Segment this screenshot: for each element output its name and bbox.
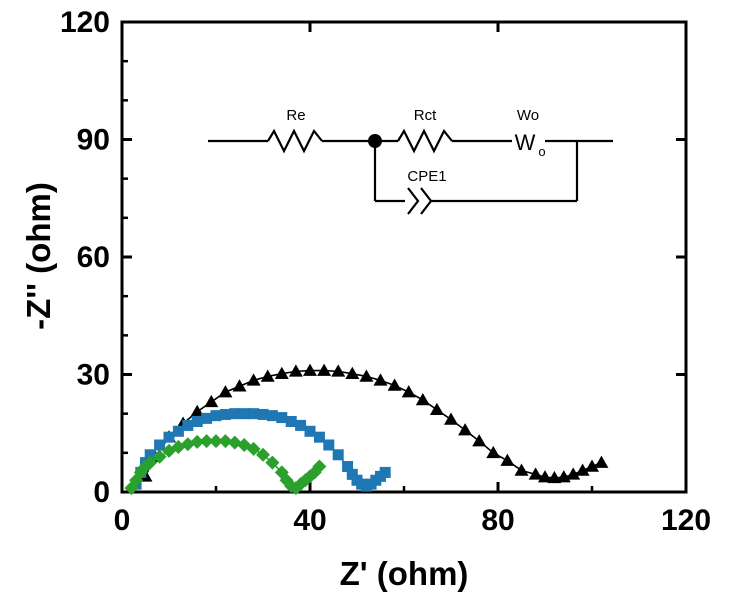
data-point-square bbox=[379, 466, 391, 478]
data-point-triangle bbox=[317, 363, 332, 376]
data-point-square bbox=[295, 419, 307, 431]
cpe-element-right bbox=[420, 187, 433, 215]
data-point-triangle bbox=[458, 423, 473, 436]
series-layer bbox=[124, 363, 609, 496]
data-point-square bbox=[201, 412, 213, 424]
data-point-square bbox=[163, 431, 175, 443]
data-point-diamond bbox=[180, 437, 195, 452]
data-point-triangle bbox=[260, 369, 275, 382]
data-point-square bbox=[346, 468, 358, 480]
circuit-wires bbox=[208, 128, 613, 215]
data-point-square bbox=[257, 408, 269, 420]
data-point-triangle bbox=[204, 394, 219, 408]
data-point-square bbox=[285, 416, 297, 427]
data-point-square bbox=[219, 408, 231, 420]
data-point-square bbox=[191, 416, 203, 427]
data-point-triangle bbox=[429, 402, 444, 415]
data-point-square bbox=[229, 408, 241, 420]
data-point-triangle bbox=[538, 470, 552, 483]
re-label: Re bbox=[286, 107, 305, 124]
y-tick-label: 90 bbox=[77, 124, 110, 157]
data-point-diamond bbox=[218, 434, 233, 449]
x-tick-label: 0 bbox=[114, 504, 131, 537]
data-point-triangle bbox=[373, 373, 388, 386]
data-point-triangle bbox=[359, 369, 374, 382]
data-point-triangle bbox=[218, 385, 233, 398]
data-point-triangle bbox=[547, 470, 562, 484]
data-point-diamond bbox=[256, 447, 270, 462]
data-point-square bbox=[266, 410, 278, 422]
data-point-triangle bbox=[303, 363, 317, 376]
warburg-symbol: W bbox=[515, 130, 536, 155]
data-point-triangle bbox=[246, 373, 261, 386]
data-point-square bbox=[172, 425, 184, 437]
data-point-diamond bbox=[312, 459, 327, 474]
wo-label: Wo bbox=[517, 107, 539, 124]
data-point-triangle bbox=[514, 463, 529, 476]
plot-axes: 0 40 80 120 0 30 60 90 120 bbox=[60, 6, 711, 537]
cpe-element-left bbox=[407, 187, 420, 215]
data-point-triangle bbox=[401, 385, 416, 398]
data-point-square bbox=[144, 449, 156, 461]
data-point-triangle bbox=[528, 467, 543, 480]
data-point-triangle bbox=[387, 378, 402, 391]
y-tick-label: 120 bbox=[60, 6, 110, 39]
data-point-square bbox=[323, 439, 335, 451]
y-axis-title: -Z'' (ohm) bbox=[20, 182, 57, 330]
data-point-triangle bbox=[486, 445, 501, 459]
data-point-square bbox=[313, 431, 325, 443]
x-tick-label: 120 bbox=[661, 504, 711, 537]
data-point-square bbox=[182, 419, 194, 431]
series-triangle bbox=[138, 363, 609, 484]
data-point-diamond bbox=[246, 441, 261, 456]
circuit-node bbox=[368, 134, 382, 148]
data-point-triangle bbox=[331, 364, 346, 377]
data-point-diamond bbox=[199, 434, 214, 449]
data-point-square bbox=[154, 439, 166, 451]
data-point-diamond bbox=[209, 434, 223, 449]
y-tick-label: 60 bbox=[77, 241, 110, 274]
x-axis-title: Z' (ohm) bbox=[340, 555, 469, 592]
data-point-diamond bbox=[143, 455, 158, 470]
rct-resistor-zigzag bbox=[397, 128, 453, 154]
data-point-square bbox=[304, 425, 316, 437]
data-point-square bbox=[276, 412, 288, 424]
rct-label: Rct bbox=[414, 107, 437, 124]
data-point-triangle bbox=[274, 366, 289, 379]
data-point-square bbox=[342, 461, 354, 473]
x-tick-label: 80 bbox=[481, 504, 514, 537]
data-point-triangle bbox=[415, 392, 430, 406]
data-point-triangle bbox=[566, 467, 581, 480]
data-point-square bbox=[332, 449, 344, 461]
equivalent-circuit-inset: Re Rct Wo W o CPE1 bbox=[208, 107, 613, 215]
data-point-triangle bbox=[288, 364, 303, 377]
data-point-triangle bbox=[500, 453, 515, 466]
data-point-diamond bbox=[227, 435, 242, 450]
x-tick-label: 40 bbox=[293, 504, 326, 537]
y-tick-label: 30 bbox=[77, 359, 110, 392]
data-point-triangle bbox=[444, 412, 458, 425]
data-point-square bbox=[238, 408, 250, 420]
data-point-triangle bbox=[472, 434, 487, 447]
data-point-triangle bbox=[232, 379, 247, 392]
re-resistor-zigzag bbox=[267, 128, 323, 154]
cpe1-label: CPE1 bbox=[407, 168, 446, 185]
data-point-triangle bbox=[594, 455, 609, 468]
data-point-square bbox=[210, 410, 222, 422]
warburg-subscript: o bbox=[538, 144, 545, 159]
data-point-diamond bbox=[190, 434, 205, 449]
data-point-triangle bbox=[190, 404, 205, 417]
series-diamond bbox=[124, 434, 327, 496]
data-point-square bbox=[248, 408, 260, 420]
data-point-diamond bbox=[152, 449, 167, 464]
data-point-diamond bbox=[265, 455, 280, 470]
data-point-triangle bbox=[585, 459, 599, 472]
data-point-triangle bbox=[345, 366, 360, 379]
series-fit-line bbox=[144, 369, 602, 479]
data-point-triangle bbox=[575, 463, 590, 476]
y-tick-label: 0 bbox=[93, 476, 110, 509]
